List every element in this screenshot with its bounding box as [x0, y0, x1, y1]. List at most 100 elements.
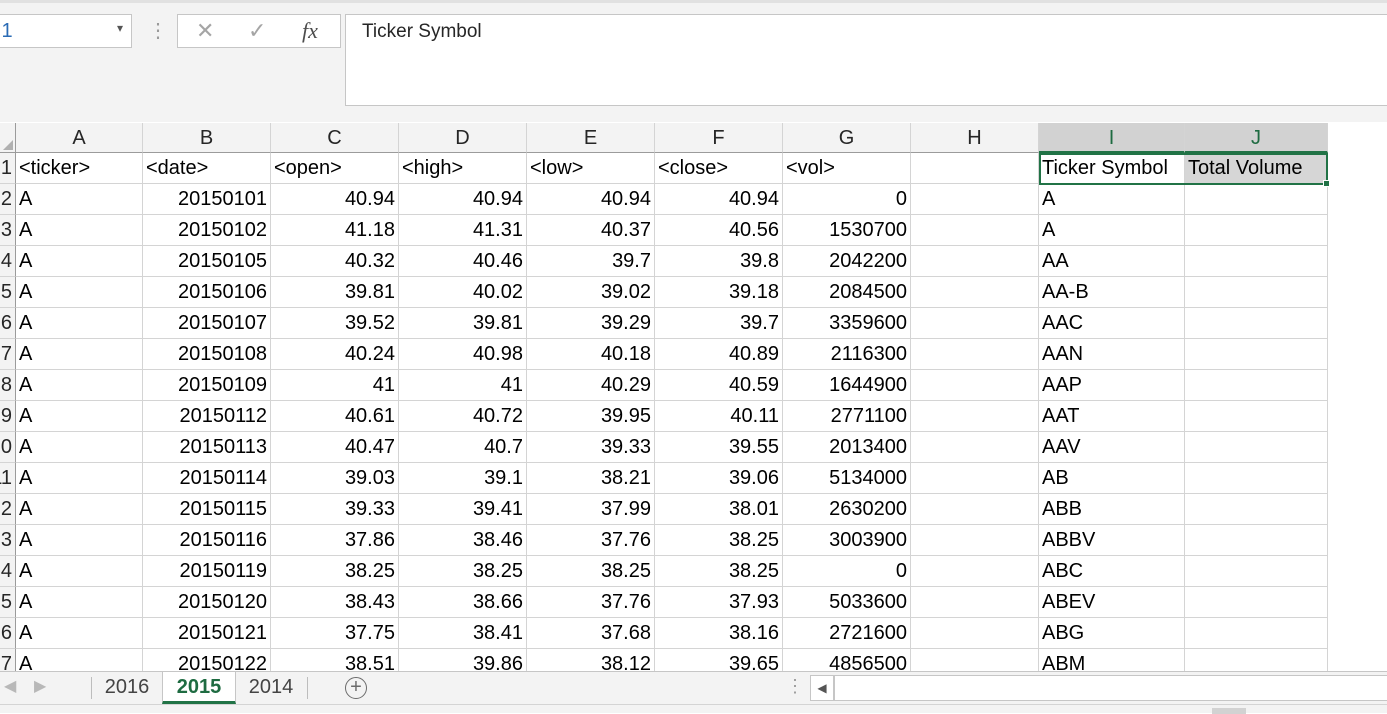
cell-a7[interactable]: A	[16, 339, 143, 370]
cell-b13[interactable]: 20150116	[143, 525, 271, 556]
cell-h11[interactable]	[911, 463, 1039, 494]
row-header[interactable]: 6	[0, 308, 16, 339]
cell-j1[interactable]: Total Volume	[1185, 153, 1328, 184]
cell-a5[interactable]: A	[16, 277, 143, 308]
cell-i14[interactable]: ABC	[1039, 556, 1185, 587]
cell-j14[interactable]	[1185, 556, 1328, 587]
cell-d3[interactable]: 41.31	[399, 215, 527, 246]
cell-c16[interactable]: 37.75	[271, 618, 399, 649]
cell-i10[interactable]: AAV	[1039, 432, 1185, 463]
cell-c12[interactable]: 39.33	[271, 494, 399, 525]
cell-i12[interactable]: ABB	[1039, 494, 1185, 525]
cell-j10[interactable]	[1185, 432, 1328, 463]
cell-a1[interactable]: <ticker>	[16, 153, 143, 184]
cell-i15[interactable]: ABEV	[1039, 587, 1185, 618]
cell-d9[interactable]: 40.72	[399, 401, 527, 432]
cell-g9[interactable]: 2771100	[783, 401, 911, 432]
cell-f2[interactable]: 40.94	[655, 184, 783, 215]
cell-h16[interactable]	[911, 618, 1039, 649]
cell-d7[interactable]: 40.98	[399, 339, 527, 370]
cell-e1[interactable]: <low>	[527, 153, 655, 184]
cell-a11[interactable]: A	[16, 463, 143, 494]
cell-i11[interactable]: AB	[1039, 463, 1185, 494]
sheet-tab-2015[interactable]: 2015	[162, 672, 236, 704]
cell-c9[interactable]: 40.61	[271, 401, 399, 432]
cell-d14[interactable]: 38.25	[399, 556, 527, 587]
cell-i3[interactable]: A	[1039, 215, 1185, 246]
cell-f11[interactable]: 39.06	[655, 463, 783, 494]
cell-j8[interactable]	[1185, 370, 1328, 401]
column-header-b[interactable]: B	[143, 123, 271, 153]
normal-view-icon[interactable]	[1212, 708, 1246, 714]
cell-h14[interactable]	[911, 556, 1039, 587]
cell-g10[interactable]: 2013400	[783, 432, 911, 463]
cell-e2[interactable]: 40.94	[527, 184, 655, 215]
cell-j3[interactable]	[1185, 215, 1328, 246]
cell-e5[interactable]: 39.02	[527, 277, 655, 308]
row-header[interactable]: 1	[0, 153, 16, 184]
column-header-a[interactable]: A	[16, 123, 143, 153]
cell-j16[interactable]	[1185, 618, 1328, 649]
cell-i16[interactable]: ABG	[1039, 618, 1185, 649]
cell-h3[interactable]	[911, 215, 1039, 246]
scroll-tabs-right-icon[interactable]: ▶	[34, 678, 47, 695]
cell-g6[interactable]: 3359600	[783, 308, 911, 339]
sheet-tab-2014[interactable]: 2014	[248, 676, 294, 698]
cell-i6[interactable]: AAC	[1039, 308, 1185, 339]
cell-j12[interactable]	[1185, 494, 1328, 525]
cell-e12[interactable]: 37.99	[527, 494, 655, 525]
cell-d5[interactable]: 40.02	[399, 277, 527, 308]
column-header-e[interactable]: E	[527, 123, 655, 153]
cell-a16[interactable]: A	[16, 618, 143, 649]
column-header-j[interactable]: J	[1185, 123, 1328, 153]
cell-g1[interactable]: <vol>	[783, 153, 911, 184]
cell-h15[interactable]	[911, 587, 1039, 618]
cell-f10[interactable]: 39.55	[655, 432, 783, 463]
cell-f5[interactable]: 39.18	[655, 277, 783, 308]
cell-c7[interactable]: 40.24	[271, 339, 399, 370]
cell-i5[interactable]: AA-B	[1039, 277, 1185, 308]
cell-i7[interactable]: AAN	[1039, 339, 1185, 370]
cell-c6[interactable]: 39.52	[271, 308, 399, 339]
cell-i13[interactable]: ABBV	[1039, 525, 1185, 556]
cell-a2[interactable]: A	[16, 184, 143, 215]
select-all-button[interactable]	[0, 123, 16, 153]
cell-d12[interactable]: 39.41	[399, 494, 527, 525]
cell-h6[interactable]	[911, 308, 1039, 339]
cell-g16[interactable]: 2721600	[783, 618, 911, 649]
cell-c8[interactable]: 41	[271, 370, 399, 401]
cell-e6[interactable]: 39.29	[527, 308, 655, 339]
cell-d2[interactable]: 40.94	[399, 184, 527, 215]
cell-b4[interactable]: 20150105	[143, 246, 271, 277]
cell-b2[interactable]: 20150101	[143, 184, 271, 215]
cell-b1[interactable]: <date>	[143, 153, 271, 184]
cell-j2[interactable]	[1185, 184, 1328, 215]
cell-f8[interactable]: 40.59	[655, 370, 783, 401]
formula-input[interactable]: Ticker Symbol	[345, 14, 1387, 106]
cell-b5[interactable]: 20150106	[143, 277, 271, 308]
cell-c4[interactable]: 40.32	[271, 246, 399, 277]
cell-h13[interactable]	[911, 525, 1039, 556]
row-header[interactable]: 4	[0, 246, 16, 277]
cell-a4[interactable]: A	[16, 246, 143, 277]
scroll-left-icon[interactable]: ◀	[810, 675, 834, 701]
cell-c11[interactable]: 39.03	[271, 463, 399, 494]
column-header-c[interactable]: C	[271, 123, 399, 153]
cell-f15[interactable]: 37.93	[655, 587, 783, 618]
cell-a12[interactable]: A	[16, 494, 143, 525]
cell-c10[interactable]: 40.47	[271, 432, 399, 463]
cell-f12[interactable]: 38.01	[655, 494, 783, 525]
row-header[interactable]: 12	[0, 494, 16, 525]
tab-split-grip-icon[interactable]: ⋮	[786, 676, 804, 696]
cell-c13[interactable]: 37.86	[271, 525, 399, 556]
cell-j11[interactable]	[1185, 463, 1328, 494]
cell-e7[interactable]: 40.18	[527, 339, 655, 370]
cell-g8[interactable]: 1644900	[783, 370, 911, 401]
page-layout-view-icon[interactable]	[1258, 708, 1292, 714]
column-header-f[interactable]: F	[655, 123, 783, 153]
cell-a15[interactable]: A	[16, 587, 143, 618]
cell-g14[interactable]: 0	[783, 556, 911, 587]
cell-i1[interactable]: Ticker Symbol	[1039, 153, 1185, 184]
cell-d10[interactable]: 40.7	[399, 432, 527, 463]
cell-g2[interactable]: 0	[783, 184, 911, 215]
